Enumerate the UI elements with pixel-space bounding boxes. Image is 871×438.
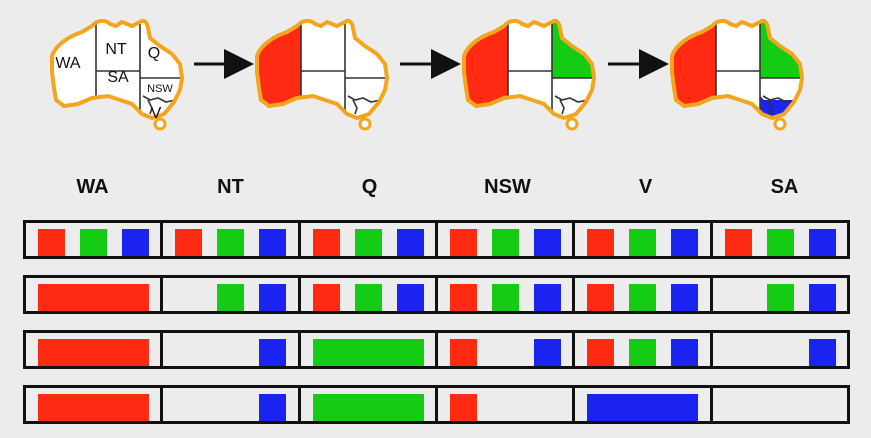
domain-cell-nt (160, 278, 297, 311)
assigned-red-bar (38, 394, 149, 421)
domain-row-4 (23, 385, 850, 424)
green-swatch (766, 284, 794, 311)
region-wa (672, 20, 716, 119)
map-wa-red (255, 18, 389, 131)
tasmania (153, 117, 167, 131)
blue-swatch (396, 229, 424, 256)
column-header-sa: SA (770, 176, 799, 198)
column-header-q: Q (361, 176, 378, 198)
green-swatch (354, 284, 382, 311)
red-swatch (449, 339, 477, 366)
domain-cell-v (572, 278, 709, 311)
domain-cell-v (572, 333, 709, 366)
domain-cell-q (297, 278, 435, 311)
domain-cell-nsw (434, 278, 572, 311)
domain-cell-nt (160, 388, 297, 421)
green-swatch (217, 229, 245, 256)
domain-cell-sa (709, 333, 847, 366)
blue-swatch (808, 284, 836, 311)
domain-cell-q (297, 388, 435, 421)
green-swatch (629, 229, 657, 256)
domain-cell-wa (26, 223, 160, 256)
green-swatch (217, 284, 245, 311)
blue-swatch (533, 284, 561, 311)
domain-cell-sa (709, 223, 847, 256)
domain-row-3 (23, 330, 850, 369)
tasmania (773, 117, 787, 131)
map-q-green (462, 18, 596, 131)
map-label-nsw: NSW (147, 83, 173, 95)
blue-swatch (533, 339, 561, 366)
red-swatch (449, 394, 477, 421)
red-swatch (175, 229, 203, 256)
column-header-wa: WA (76, 176, 109, 198)
tasmania (358, 117, 372, 131)
map-sequence: WA NT Q SA NSW V (50, 18, 804, 131)
blue-swatch (396, 284, 424, 311)
column-header-nt: NT (217, 176, 244, 198)
region-wa (464, 20, 508, 119)
red-swatch (587, 339, 615, 366)
domain-cell-nt (160, 333, 297, 366)
assigned-red-bar (38, 339, 149, 366)
green-swatch (629, 284, 657, 311)
domain-cell-q (297, 333, 435, 366)
red-swatch (312, 284, 340, 311)
red-swatch (449, 229, 477, 256)
region-wa (257, 20, 301, 119)
red-swatch (587, 284, 615, 311)
red-swatch (312, 229, 340, 256)
green-swatch (629, 339, 657, 366)
blue-swatch (671, 229, 699, 256)
domain-cell-v (572, 223, 709, 256)
column-header-v: V (638, 176, 653, 198)
blue-swatch (259, 339, 287, 366)
blue-swatch (808, 339, 836, 366)
assigned-red-bar (38, 284, 149, 311)
tasmania (565, 117, 579, 131)
assigned-green-bar (312, 394, 424, 421)
green-swatch (766, 229, 794, 256)
assigned-green-bar (312, 339, 424, 366)
map-label-nt: NT (105, 41, 127, 58)
map-v-blue (670, 18, 804, 131)
map-label-v: V (151, 105, 162, 122)
domain-row-2 (23, 275, 850, 314)
blue-swatch (671, 284, 699, 311)
column-header-nsw: NSW (484, 176, 531, 198)
domain-row-1 (23, 220, 850, 259)
domain-cell-nsw (434, 388, 572, 421)
map-label-wa: WA (55, 55, 81, 72)
green-swatch (80, 229, 107, 256)
domain-cell-nt (160, 223, 297, 256)
red-swatch (587, 229, 615, 256)
domain-cell-nsw (434, 223, 572, 256)
blue-swatch (259, 284, 287, 311)
blue-swatch (259, 229, 287, 256)
domain-cell-nsw (434, 333, 572, 366)
domain-cell-wa (26, 388, 160, 421)
domain-cell-sa (709, 278, 847, 311)
domain-cell-sa (709, 388, 847, 421)
red-swatch (38, 229, 65, 256)
blue-swatch (259, 394, 287, 421)
map-label-sa: SA (107, 69, 129, 86)
domain-cell-wa (26, 278, 160, 311)
green-swatch (354, 229, 382, 256)
map-label-q: Q (148, 45, 160, 62)
domain-cell-wa (26, 333, 160, 366)
green-swatch (491, 284, 519, 311)
green-swatch (491, 229, 519, 256)
map-initial: WA NT Q SA NSW V (50, 18, 184, 131)
red-swatch (724, 229, 752, 256)
blue-swatch (533, 229, 561, 256)
blue-swatch (122, 229, 149, 256)
blue-swatch (808, 229, 836, 256)
domain-cell-q (297, 223, 435, 256)
red-swatch (449, 284, 477, 311)
domain-cell-v (572, 388, 709, 421)
assigned-blue-bar (587, 394, 699, 421)
blue-swatch (671, 339, 699, 366)
